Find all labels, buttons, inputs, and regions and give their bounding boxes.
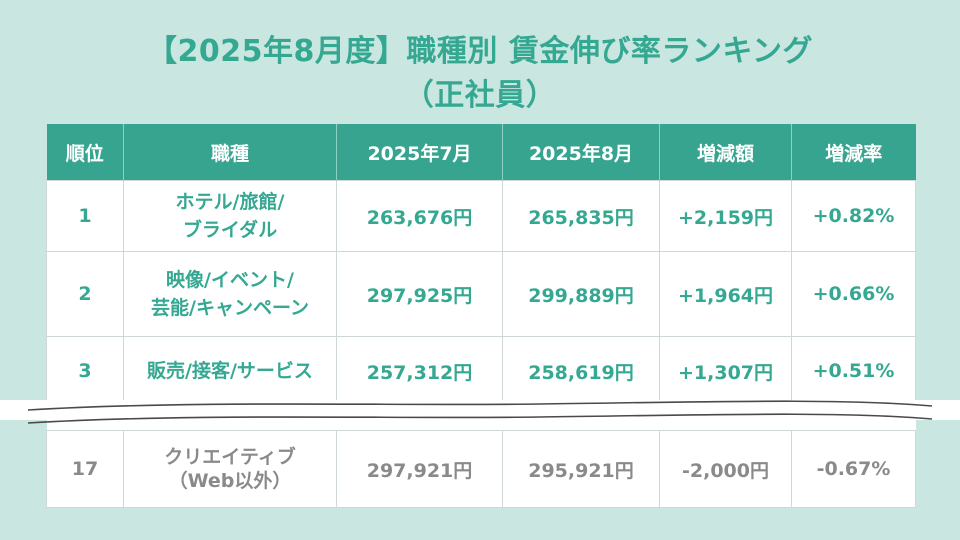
page-subtitle: （正社員） <box>403 78 557 113</box>
header-rate: 増減率 <box>791 124 916 181</box>
table-row: 1 ホテル/旅館/ ブライダル 263,676円 265,835円 +2,159… <box>46 180 916 252</box>
wave-line-bottom <box>27 413 933 424</box>
occupation-line: 映像/イベント/ <box>166 269 294 291</box>
occupation-cell: クリエイティブ （Web以外） <box>123 430 337 508</box>
header-diff: 増減額 <box>659 124 792 181</box>
rate-cell: +0.82% <box>791 180 916 252</box>
diff-cell: +1,964円 <box>659 251 792 337</box>
occupation-cell: ホテル/旅館/ ブライダル <box>123 180 337 252</box>
occupation-line: （Web以外） <box>168 470 292 492</box>
rank-cell: 1 <box>46 180 124 252</box>
diff-cell: -2,000円 <box>659 430 792 508</box>
jul-cell: 263,676円 <box>336 180 503 252</box>
rank-cell: 17 <box>46 430 124 508</box>
rank-cell: 3 <box>46 336 124 406</box>
rank-cell: 2 <box>46 251 124 337</box>
jul-cell: 297,921円 <box>336 430 503 508</box>
aug-cell: 299,889円 <box>502 251 660 337</box>
rate-cell: +0.66% <box>791 251 916 337</box>
jul-cell: 297,925円 <box>336 251 503 337</box>
table-row: 2 映像/イベント/ 芸能/キャンペーン 297,925円 299,889円 +… <box>46 251 916 337</box>
occupation-line: クリエイティブ <box>164 446 296 468</box>
aug-cell: 295,921円 <box>502 430 660 508</box>
header-occupation: 職種 <box>123 124 337 181</box>
table-row: 17 クリエイティブ （Web以外） 297,921円 295,921円 -2,… <box>46 430 916 508</box>
table-header-row: 順位 職種 2025年7月 2025年8月 増減額 増減率 <box>46 124 916 181</box>
diff-cell: +1,307円 <box>659 336 792 406</box>
rate-cell: -0.67% <box>791 430 916 508</box>
occupation-cell: 映像/イベント/ 芸能/キャンペーン <box>123 251 337 337</box>
diff-cell: +2,159円 <box>659 180 792 252</box>
wave-line-top <box>27 400 933 411</box>
table-row: 3 販売/接客/サービス 257,312円 258,619円 +1,307円 +… <box>46 336 916 406</box>
aug-cell: 265,835円 <box>502 180 660 252</box>
page-title: 【2025年8月度】職種別 賃金伸び率ランキング <box>147 34 813 69</box>
rate-cell: +0.51% <box>791 336 916 406</box>
ranking-table: 順位 職種 2025年7月 2025年8月 増減額 増減率 1 ホテル/旅館/ … <box>46 124 916 508</box>
occupation-line: 芸能/キャンペーン <box>151 297 309 319</box>
table-break-wave <box>0 400 960 424</box>
occupation-line: ブライダル <box>182 219 278 241</box>
occupation-line: ホテル/旅館/ <box>175 191 285 213</box>
header-rank: 順位 <box>46 124 124 181</box>
aug-cell: 258,619円 <box>502 336 660 406</box>
occupation-line: 販売/接客/サービス <box>147 360 313 382</box>
header-jul: 2025年7月 <box>336 124 503 181</box>
header-aug: 2025年8月 <box>502 124 660 181</box>
